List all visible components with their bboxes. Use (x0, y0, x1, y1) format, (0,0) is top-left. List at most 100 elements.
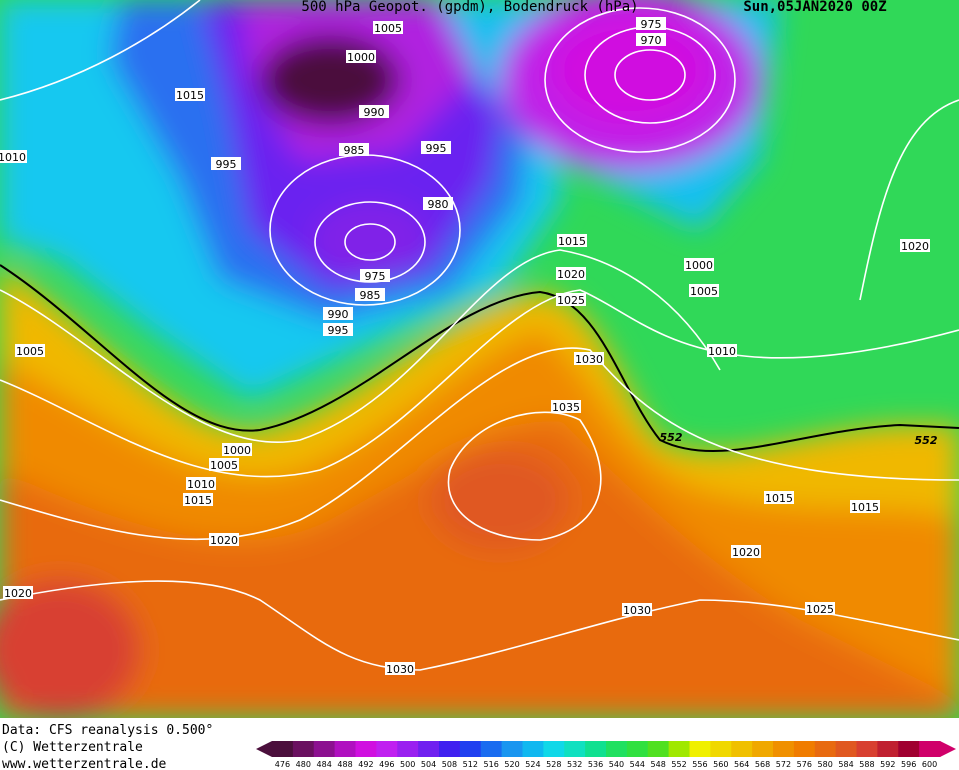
isobar-label: 1015 (558, 235, 586, 248)
isobar-label: 1020 (732, 546, 760, 559)
label-box (423, 197, 453, 210)
label-box (556, 267, 586, 280)
isobar-label: 990 (364, 106, 385, 119)
label-box (684, 258, 714, 271)
isobar-label: 1030 (623, 604, 651, 617)
isobar-label: 1020 (4, 587, 32, 600)
label-box (360, 269, 390, 282)
isobar-label: 1005 (16, 345, 44, 358)
label-box (339, 143, 369, 156)
colorbar-label: 480 (296, 760, 311, 769)
colorbar: 476 480 484 488 492 496 500 504 508 512 516 520 524 5… (256, 741, 956, 769)
label-box (323, 323, 353, 336)
label-box (850, 500, 880, 513)
label-box (551, 400, 581, 413)
colorbar-swatch (752, 741, 774, 757)
label-box (636, 17, 666, 30)
colorbar-swatch (543, 741, 565, 757)
map-title: 500 hPa Geopot. (gpdm), Bodendruck (hPa) (301, 0, 638, 15)
label-box (0, 150, 27, 163)
isobar-label: 975 (641, 18, 662, 31)
colorbar-label: 532 (567, 760, 582, 769)
label-box (557, 234, 587, 247)
label-box (805, 602, 835, 615)
colorbar-swatch (272, 741, 294, 757)
colorbar-label: 568 (755, 760, 770, 769)
isobar-label: 1010 (708, 345, 736, 358)
colorbar-swatch (418, 741, 440, 757)
isobar-label: 995 (426, 142, 447, 155)
colorbar-swatch (835, 741, 857, 757)
isobar-label: 990 (328, 308, 349, 321)
colorbar-swatch (668, 741, 690, 757)
colorbar-label: 496 (379, 760, 394, 769)
label-box (3, 586, 33, 599)
isobar-label: 1000 (223, 444, 251, 457)
colorbar-label: 584 (838, 760, 853, 769)
colorbar-swatch (397, 741, 419, 757)
colorbar-label: 520 (504, 760, 519, 769)
isobar-label: 1025 (557, 294, 585, 307)
label-box (556, 293, 586, 306)
label-box (359, 105, 389, 118)
isobar-label: 995 (328, 324, 349, 337)
colorbar-swatch (919, 741, 941, 757)
label-box (183, 493, 213, 506)
isobar-label: 975 (365, 270, 386, 283)
colorbar-label: 588 (859, 760, 874, 769)
label-box (764, 491, 794, 504)
isobar-label: 980 (428, 198, 449, 211)
colorbar-swatch (585, 741, 607, 757)
colorbar-swatch (376, 741, 398, 757)
colorbar-swatch (898, 741, 920, 757)
isobar-label: 1020 (901, 240, 929, 253)
colorbar-swatch (564, 741, 586, 757)
colorbar-label: 544 (630, 760, 645, 769)
colorbar-label: 580 (818, 760, 833, 769)
isobar-label: 1015 (176, 89, 204, 102)
label-box (622, 603, 652, 616)
isobar-label: 985 (344, 144, 365, 157)
colorbar-swatch (606, 741, 628, 757)
colorbar-swatch (439, 741, 461, 757)
colorbar-swatch (292, 741, 315, 757)
colorbar-label: 504 (421, 760, 436, 769)
isobar-label: 995 (216, 158, 237, 171)
copyright: (C) Wetterzentrale (2, 740, 143, 755)
isobar-label: 1015 (851, 501, 879, 514)
label-box (373, 21, 403, 34)
label-box (421, 141, 451, 154)
label-box (209, 533, 239, 546)
isobar-label: 1020 (557, 268, 585, 281)
label-box (707, 344, 737, 357)
colorbar-swatch (877, 741, 899, 757)
label-box (636, 33, 666, 46)
colorbar-swatch (710, 741, 732, 757)
contour-label: 552 (660, 431, 683, 444)
colorbar-swatch (501, 741, 523, 757)
colorbar-label: 500 (400, 760, 415, 769)
label-box (323, 307, 353, 320)
colorbar-label: 540 (609, 760, 624, 769)
colorbar-label: 516 (484, 760, 499, 769)
isobar-label: 1015 (765, 492, 793, 505)
isobar-label: 1030 (575, 353, 603, 366)
label-box (731, 545, 761, 558)
label-box (15, 344, 45, 357)
colorbar-swatch (313, 741, 336, 757)
colorbar-label: 492 (358, 760, 373, 769)
colorbar-swatch (522, 741, 544, 757)
isobar-label: 1025 (806, 603, 834, 616)
contour-label: 552 (915, 434, 938, 447)
colorbar-end (940, 741, 956, 757)
colorbar-swatch (626, 741, 649, 757)
label-box (211, 157, 241, 170)
colorbar-label: 536 (588, 760, 603, 769)
map-field: 1005 1000 975 970 1015 1010 990 985 995 995 980 975… (0, 0, 959, 718)
isobar-label: 1005 (690, 285, 718, 298)
isobar-labels: 1005 1000 975 970 1015 1010 990 985 995 995 980 975… (0, 17, 938, 676)
isobar-label: 1010 (0, 151, 26, 164)
isobar-label: 1005 (374, 22, 402, 35)
colorbar-swatch (355, 741, 377, 757)
